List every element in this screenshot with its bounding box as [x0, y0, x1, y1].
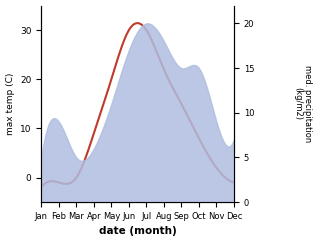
X-axis label: date (month): date (month) [99, 227, 176, 236]
Y-axis label: med. precipitation
(kg/m2): med. precipitation (kg/m2) [293, 65, 313, 143]
Y-axis label: max temp (C): max temp (C) [5, 73, 15, 135]
